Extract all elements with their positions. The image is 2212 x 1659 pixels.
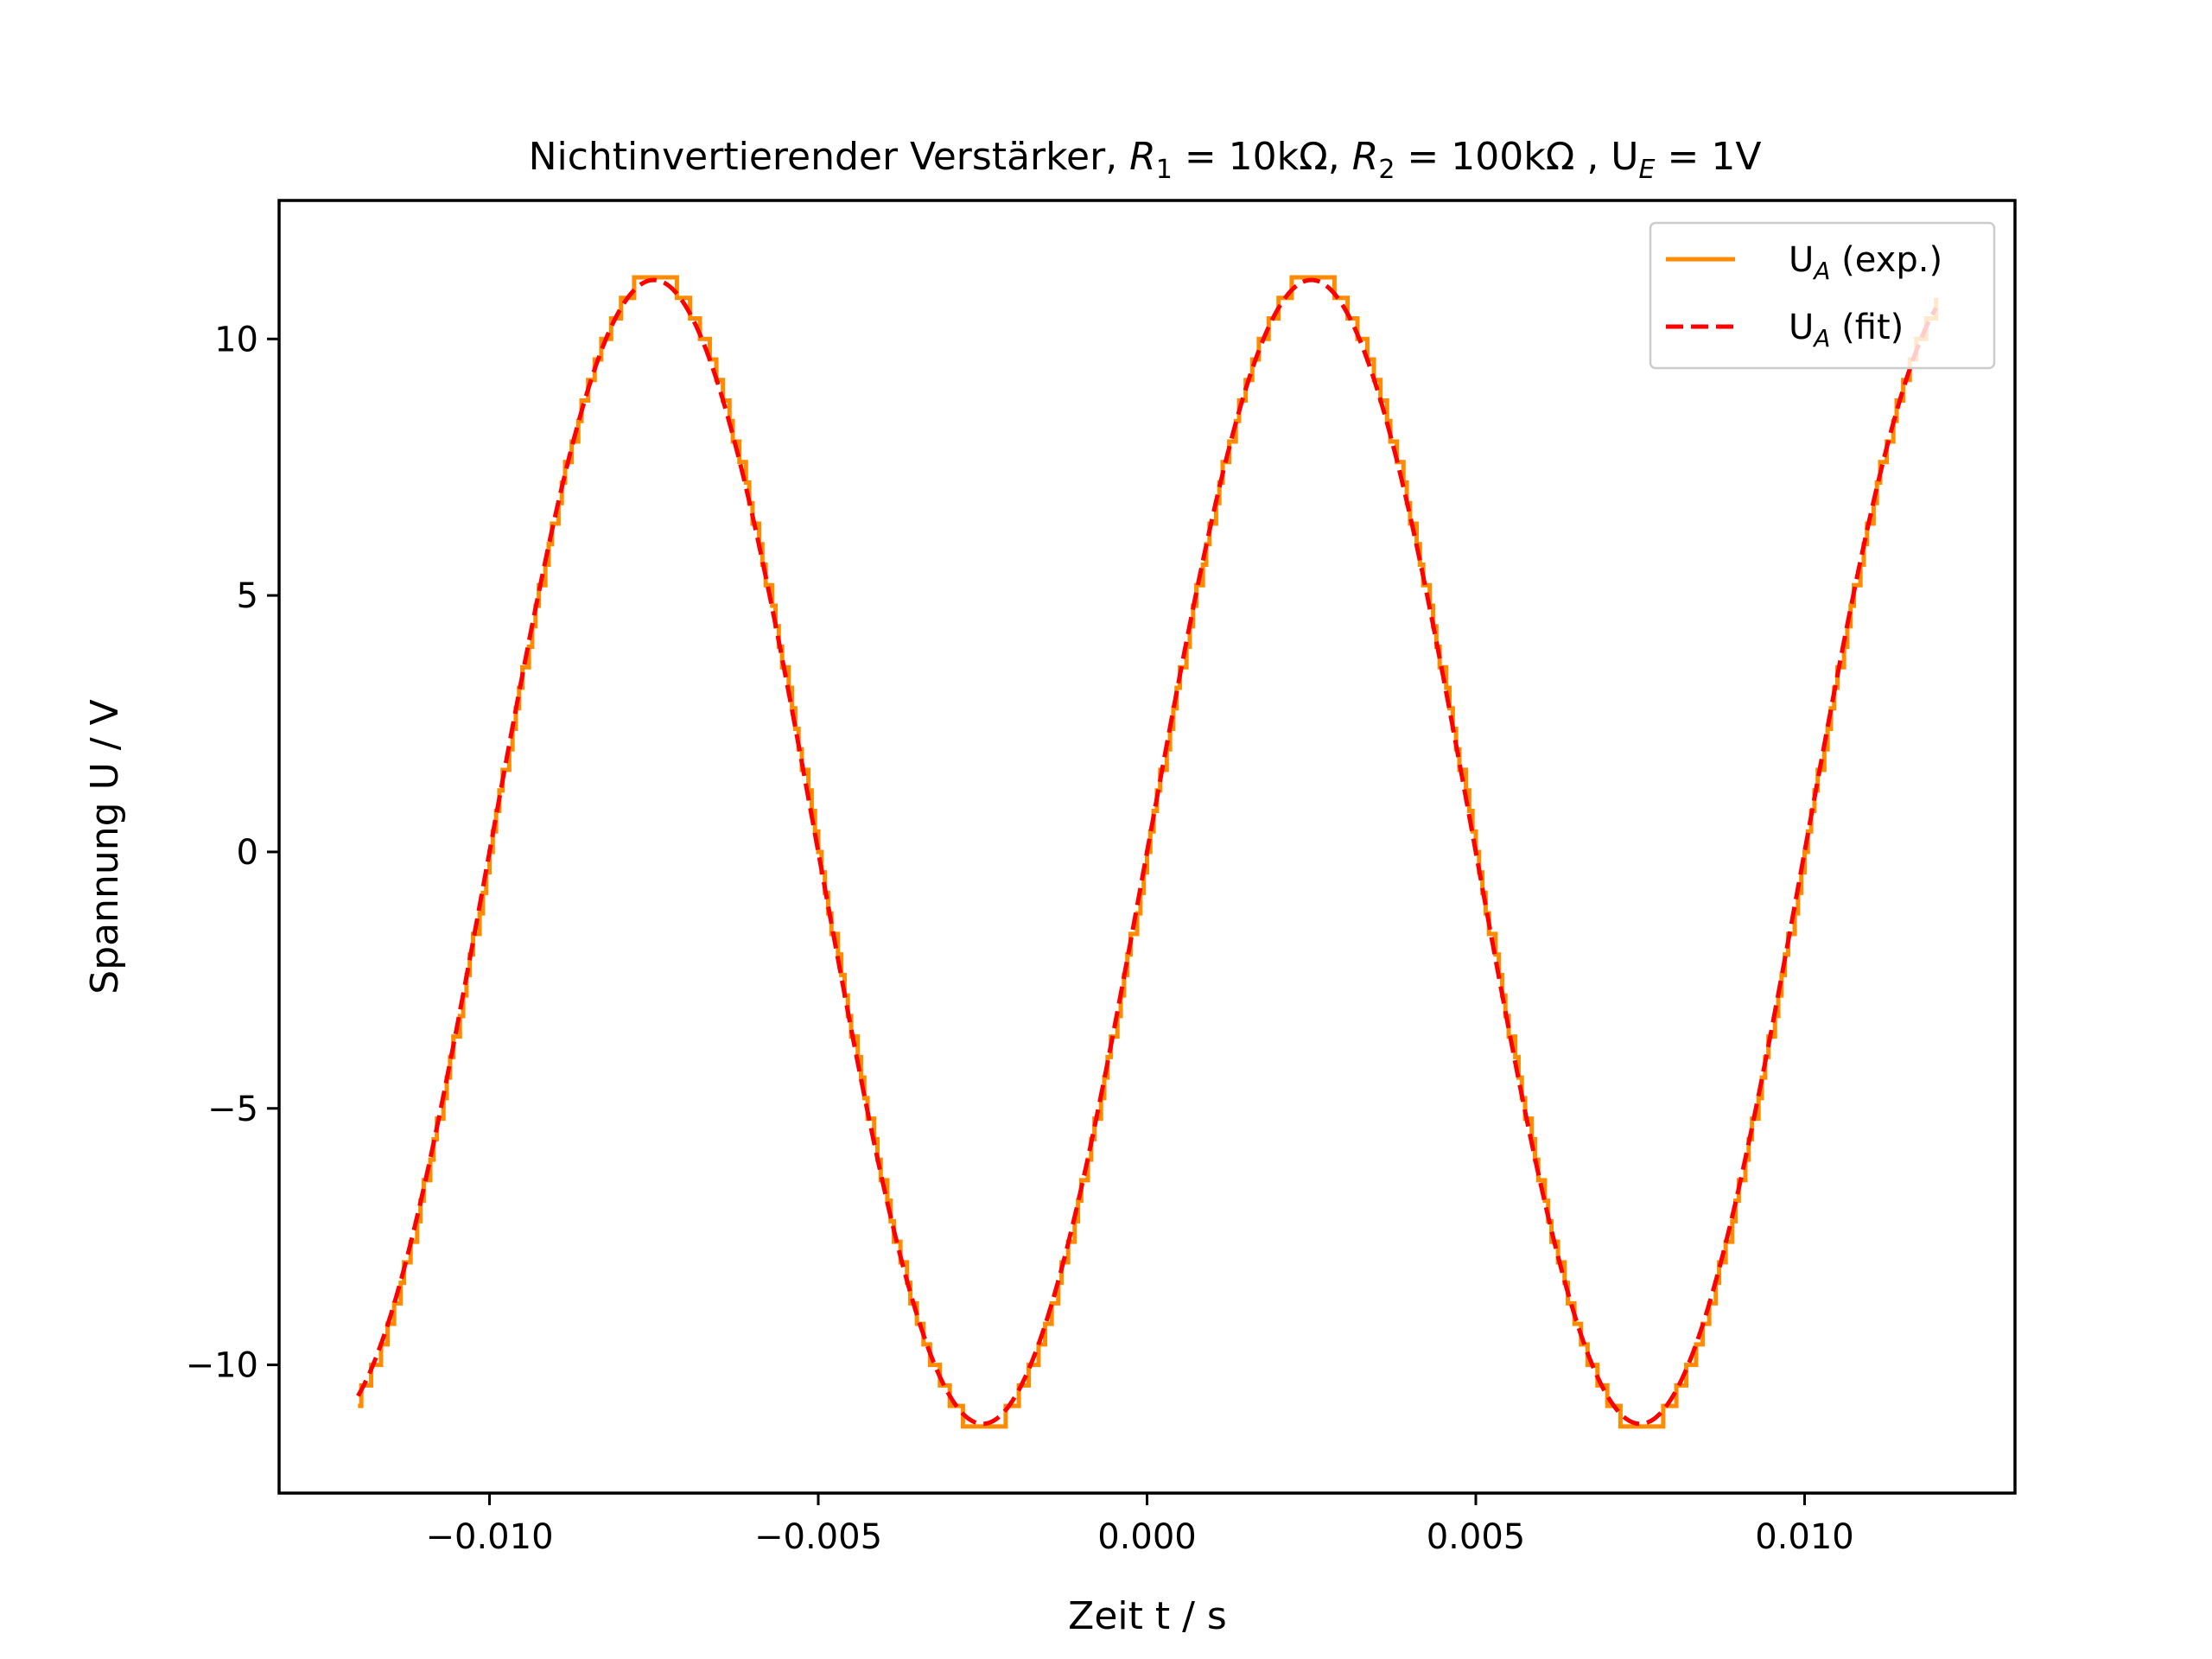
x-tick-label: 0.000 [1097, 1517, 1197, 1557]
y-axis-ticks: 10 5 0 −5 −10 [186, 320, 279, 1386]
legend-label-exp: UA (exp.) [1789, 240, 1942, 285]
y-tick-label: −10 [186, 1346, 258, 1386]
x-tick-label: −0.010 [425, 1517, 553, 1557]
series-line-fit [356, 277, 1938, 1427]
y-tick-label: 5 [237, 576, 258, 616]
x-axis-label: Zeit t / s [1068, 1594, 1227, 1638]
x-axis-ticks: −0.010 −0.005 0.000 0.005 0.010 [425, 1493, 1854, 1557]
x-tick-label: 0.010 [1755, 1517, 1854, 1557]
legend: UA (exp.) UA (fit) [1649, 221, 1996, 370]
y-axis-label: Spannung U / V [83, 699, 127, 994]
x-tick-label: −0.005 [754, 1517, 882, 1557]
y-tick-label: 10 [214, 320, 258, 359]
legend-label-fit: UA (fit) [1789, 308, 1904, 353]
x-tick-label: 0.005 [1427, 1517, 1526, 1557]
chart-title: Nichtinvertierender Verstärker, R1 = 10k… [529, 135, 1762, 185]
y-tick-label: −5 [207, 1090, 258, 1129]
y-tick-label: 0 [237, 833, 258, 873]
plot-data [356, 275, 1939, 1429]
legend-box [1649, 221, 1996, 370]
